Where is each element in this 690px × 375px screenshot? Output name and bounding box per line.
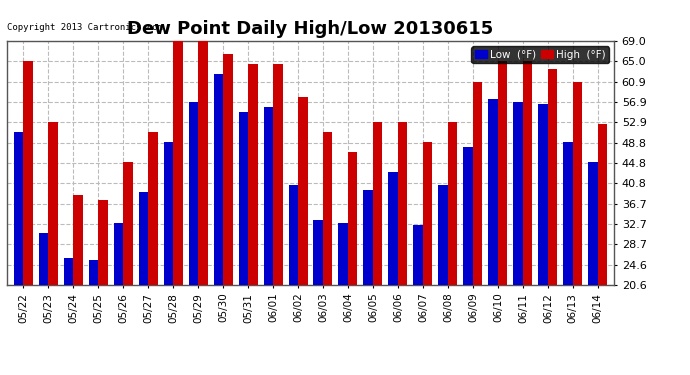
- Bar: [573, 81, 582, 285]
- Bar: [14, 132, 23, 285]
- Bar: [173, 41, 183, 285]
- Bar: [248, 64, 257, 285]
- Bar: [473, 81, 482, 285]
- Bar: [438, 185, 448, 285]
- Bar: [123, 162, 132, 285]
- Bar: [239, 112, 248, 285]
- Bar: [589, 162, 598, 285]
- Bar: [523, 62, 533, 285]
- Bar: [273, 64, 282, 285]
- Bar: [388, 172, 398, 285]
- Legend: Low  (°F), High  (°F): Low (°F), High (°F): [471, 46, 609, 63]
- Bar: [348, 152, 357, 285]
- Bar: [114, 222, 123, 285]
- Bar: [164, 142, 173, 285]
- Bar: [364, 190, 373, 285]
- Bar: [313, 220, 323, 285]
- Bar: [188, 102, 198, 285]
- Bar: [198, 41, 208, 285]
- Bar: [563, 142, 573, 285]
- Bar: [464, 147, 473, 285]
- Bar: [73, 195, 83, 285]
- Bar: [423, 142, 433, 285]
- Bar: [213, 74, 223, 285]
- Bar: [448, 122, 457, 285]
- Bar: [498, 62, 507, 285]
- Bar: [413, 225, 423, 285]
- Bar: [298, 97, 308, 285]
- Bar: [548, 69, 558, 285]
- Bar: [23, 62, 32, 285]
- Bar: [223, 54, 233, 285]
- Bar: [264, 107, 273, 285]
- Bar: [48, 122, 58, 285]
- Bar: [339, 222, 348, 285]
- Bar: [63, 258, 73, 285]
- Bar: [538, 104, 548, 285]
- Bar: [513, 102, 523, 285]
- Bar: [88, 260, 98, 285]
- Bar: [139, 192, 148, 285]
- Bar: [98, 200, 108, 285]
- Bar: [148, 132, 157, 285]
- Title: Dew Point Daily High/Low 20130615: Dew Point Daily High/Low 20130615: [128, 20, 493, 38]
- Text: Copyright 2013 Cartronics.com: Copyright 2013 Cartronics.com: [7, 22, 163, 32]
- Bar: [288, 185, 298, 285]
- Bar: [323, 132, 333, 285]
- Bar: [373, 122, 382, 285]
- Bar: [489, 99, 498, 285]
- Bar: [39, 232, 48, 285]
- Bar: [398, 122, 408, 285]
- Bar: [598, 124, 607, 285]
